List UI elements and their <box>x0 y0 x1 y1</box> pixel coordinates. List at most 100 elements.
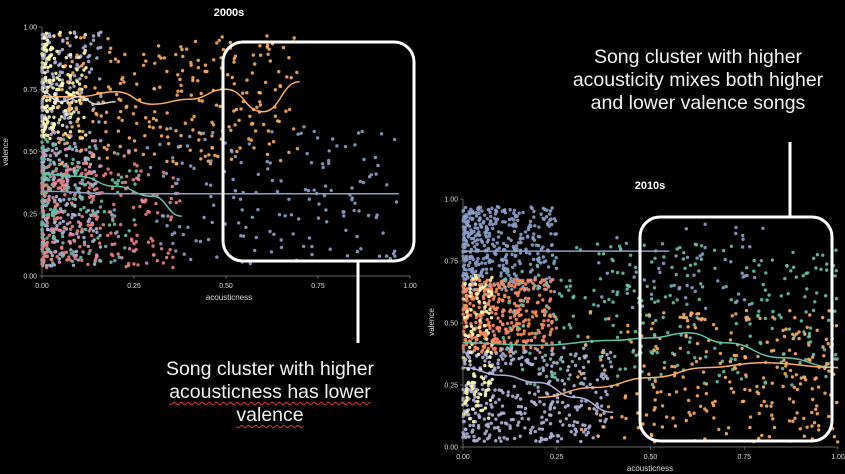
scatter-point <box>693 262 697 266</box>
scatter-point <box>462 329 466 333</box>
scatter-point <box>57 260 62 264</box>
scatter-point <box>499 388 503 393</box>
scatter-point <box>299 131 303 135</box>
scatter-point <box>721 248 726 253</box>
scatter-point <box>109 59 113 63</box>
scatter-point <box>493 388 497 392</box>
scatter-point <box>94 173 98 178</box>
scatter-point <box>644 413 649 417</box>
scatter-point <box>213 153 217 158</box>
scatter-point <box>533 392 537 396</box>
scatter-point <box>532 209 536 214</box>
scatter-point <box>45 203 49 207</box>
scatter-point <box>501 313 505 318</box>
scatter-point <box>215 41 219 45</box>
scatter-point <box>512 218 516 222</box>
scatter-point <box>503 354 507 358</box>
scatter-point <box>507 223 511 227</box>
scatter-point <box>287 56 291 60</box>
scatter-point <box>572 294 576 299</box>
scatter-point <box>686 325 690 329</box>
scatter-point <box>678 315 682 319</box>
scatter-point <box>240 208 244 212</box>
scatter-point <box>98 245 103 249</box>
scatter-point <box>71 71 75 75</box>
scatter-point <box>499 231 504 235</box>
scatter-point <box>41 209 46 213</box>
scatter-point <box>473 411 478 415</box>
scatter-point <box>89 223 93 227</box>
scatter-point <box>623 367 628 371</box>
scatter-point <box>465 309 469 314</box>
scatter-point <box>239 234 243 238</box>
scatter-point <box>492 216 497 220</box>
scatter-point <box>527 318 531 322</box>
scatter-point <box>357 209 361 213</box>
scatter-point <box>813 300 817 304</box>
scatter-point <box>554 326 559 330</box>
scatter-point <box>587 426 591 430</box>
scatter-point <box>668 293 672 298</box>
scatter-point <box>475 242 479 246</box>
scatter-point <box>519 405 524 409</box>
scatter-point <box>94 146 98 151</box>
scatter-point <box>58 49 62 54</box>
scatter-point <box>83 159 88 163</box>
scatter-point <box>132 139 137 143</box>
scatter-point <box>74 249 79 254</box>
scatter-point <box>833 309 837 313</box>
scatter-point <box>79 90 84 95</box>
scatter-point <box>506 393 510 397</box>
scatter-point <box>48 98 52 102</box>
y-ticks: 0.000.250.500.751.00 <box>23 25 42 281</box>
scatter-point <box>232 195 236 200</box>
scatter-point <box>518 434 522 438</box>
scatter-point <box>105 147 109 151</box>
trend-line <box>462 366 614 414</box>
scatter-point <box>70 59 74 64</box>
scatter-point <box>486 289 491 293</box>
scatter-point <box>554 317 558 322</box>
scatter-point <box>642 278 647 282</box>
scatter-point <box>833 357 837 361</box>
scatter-point <box>477 413 481 417</box>
trend-line <box>537 361 839 399</box>
scatter-point <box>554 256 558 260</box>
scatter-point <box>179 45 183 49</box>
scatter-point <box>808 326 813 330</box>
y-tick-label: 0.00 <box>444 445 458 452</box>
scatter-point <box>65 179 70 183</box>
scatter-point <box>499 280 503 284</box>
scatter-point <box>544 418 549 422</box>
scatter-point <box>615 314 619 318</box>
scatter-point <box>43 65 47 69</box>
x-tick-label: 0.00 <box>35 283 49 290</box>
scatter-point <box>755 384 759 389</box>
scatter-point <box>729 357 733 361</box>
scatter-point <box>771 309 775 314</box>
scatter-point <box>729 260 733 264</box>
scatter-point <box>522 286 526 291</box>
scatter-point <box>564 417 568 421</box>
scatter-point <box>511 310 515 314</box>
scatter-point <box>78 181 83 185</box>
scatter-point <box>467 435 471 439</box>
scatter-point <box>497 297 501 301</box>
scatter-point <box>227 125 231 129</box>
scatter-point <box>671 301 675 305</box>
scatter-point <box>761 226 765 230</box>
scatter-point <box>343 144 348 149</box>
scatter-point <box>826 362 830 366</box>
scatter-point <box>697 269 701 273</box>
scatter-point <box>44 165 48 170</box>
scatter-point <box>793 352 798 356</box>
scatter-point <box>46 69 50 74</box>
scatter-point <box>536 385 540 389</box>
scatter-point <box>508 308 513 312</box>
scatter-point <box>517 420 521 424</box>
scatter-point <box>531 425 535 429</box>
scatter-point <box>107 210 111 214</box>
scatter-point <box>712 322 716 327</box>
scatter-point <box>472 434 476 439</box>
scatter-point <box>465 293 469 298</box>
